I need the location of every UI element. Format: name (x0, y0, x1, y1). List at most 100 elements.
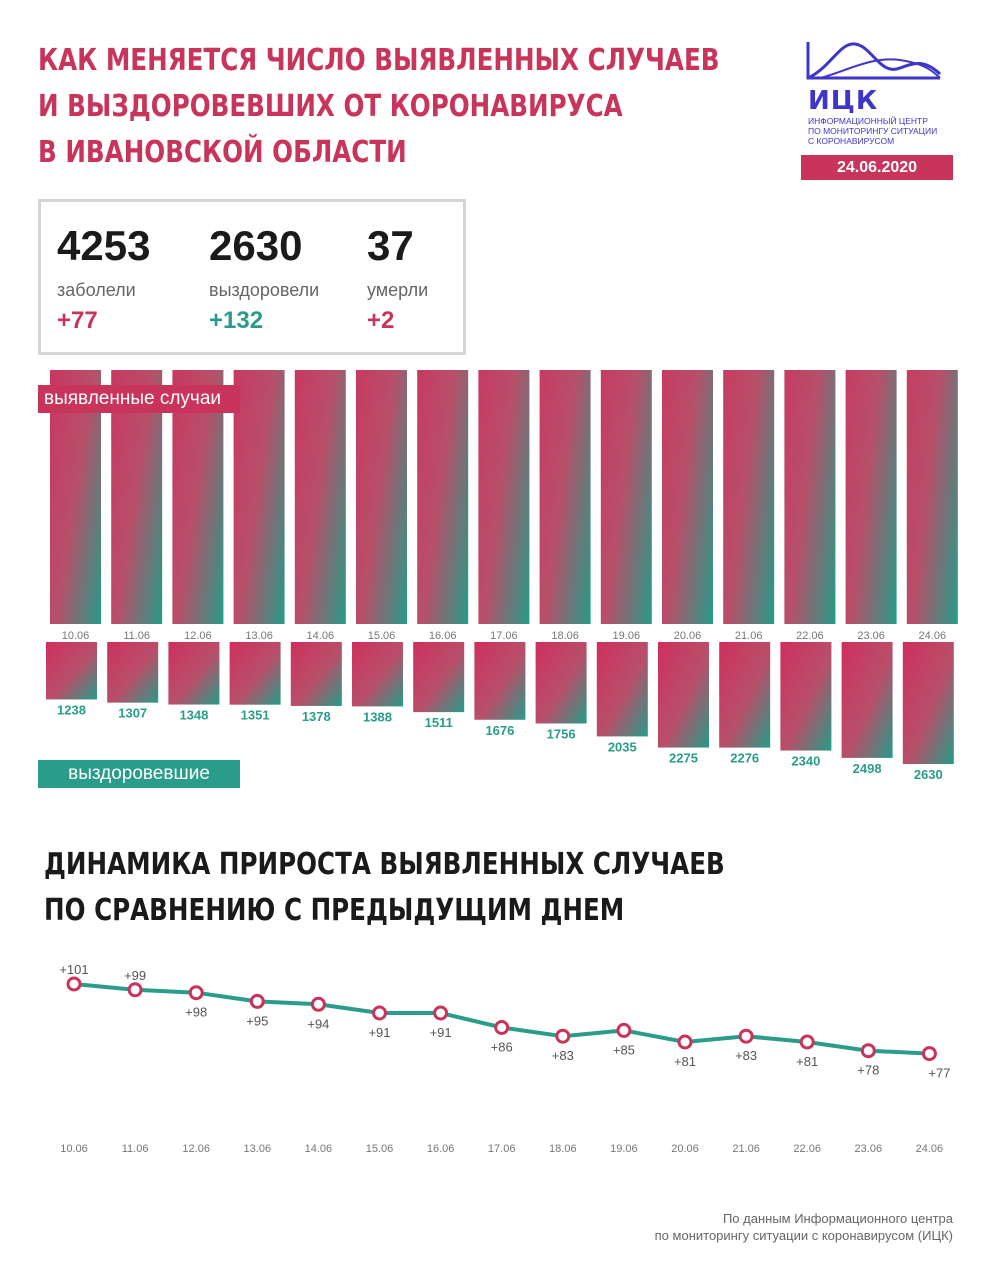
title-line: И ВЫЗДОРОВЕВШИХ ОТ КОРОНАВИРУСА (38, 89, 623, 124)
stat-delta: +132 (209, 307, 264, 334)
growth-point (677, 1034, 693, 1050)
recovered-bar (902, 642, 954, 765)
section-title: ДИНАМИКА ПРИРОСТА ВЫЯВЛЕННЫХ СЛУЧАЕВ ПО … (44, 842, 725, 934)
stat-delta: +2 (367, 307, 395, 334)
date-tick-label: 11.06 (122, 1143, 149, 1155)
source-line: По данным Информационного центра (722, 1211, 953, 1226)
growth-value-label: +86 (491, 1040, 513, 1055)
growth-value-label: +83 (552, 1048, 574, 1063)
growth-value-label: +81 (674, 1054, 696, 1069)
growth-point (555, 1028, 571, 1044)
cases-bar (662, 370, 713, 624)
cases-bar (478, 370, 530, 624)
date-tick-label: 17.06 (488, 1143, 516, 1155)
recovered-bar (168, 642, 220, 705)
growth-value-label: +95 (246, 1013, 268, 1028)
date-tick-label: 20.06 (674, 630, 702, 642)
date-tick-label: 13.06 (245, 630, 273, 642)
date-tick-label: 14.06 (305, 1143, 333, 1155)
recovered-bar (352, 642, 403, 707)
stat-label: заболели (57, 280, 136, 300)
recovered-bar (413, 642, 465, 713)
date-tick-label: 16.06 (429, 630, 457, 642)
stat-label: выздоровели (209, 280, 320, 300)
section-title-line: ПО СРАВНЕНИЮ С ПРЕДЫДУЩИМ ДНЕМ (44, 893, 625, 928)
cases-bar (906, 370, 958, 624)
recovered-value-label: 1388 (363, 709, 392, 724)
stat-deaths: 37 умерли +2 (367, 222, 428, 335)
recovered-value-label: 2630 (914, 767, 943, 782)
date-tick-label: 17.06 (490, 630, 518, 642)
logo-wave-icon (806, 42, 942, 80)
growth-point (799, 1034, 815, 1050)
recovered-bar (841, 642, 893, 758)
growth-value-label: +78 (857, 1063, 879, 1078)
growth-point (921, 1046, 937, 1062)
logo-text-line: Информационный центр (808, 116, 928, 126)
date-tick-label: 23.06 (857, 630, 885, 642)
growth-value-label: +101 (59, 962, 88, 977)
cases-bar (417, 370, 469, 624)
stat-value: 4253 (57, 222, 151, 269)
page-title: КАК МЕНЯЕТСЯ ЧИСЛО ВЫЯВЛЕННЫХ СЛУЧАЕВ И … (38, 38, 720, 176)
growth-point (66, 976, 82, 992)
growth-point (127, 982, 143, 998)
growth-value-label: +94 (307, 1016, 329, 1031)
cases-bar (539, 370, 591, 624)
stats-box: 4253 заболели +77 2630 выздоровели +132 … (38, 199, 466, 355)
cases-bar (784, 370, 836, 624)
daily-growth-line-chart: +101 10.06 +99 11.06 +98 12.06 +95 13.06 +94 14.0… (59, 962, 950, 1155)
growth-point (433, 1005, 449, 1021)
date-tick-label: 12.06 (184, 630, 212, 642)
growth-value-label: +77 (928, 1066, 950, 1081)
recovered-bar (780, 642, 832, 751)
recovered-value-label: 2498 (853, 761, 882, 776)
date-badge: 24.06.2020 (801, 155, 953, 180)
recovered-tag: выздоровевшие (38, 760, 240, 788)
date-tick-label: 22.06 (796, 630, 824, 642)
title-line: В ИВАНОВСКОЙ ОБЛАСТИ (38, 135, 407, 170)
growth-point (188, 985, 204, 1001)
recovered-value-label: 1676 (485, 723, 514, 738)
cases-bar (356, 370, 407, 625)
cases-bar (845, 370, 897, 624)
date-tick-label: 14.06 (307, 630, 335, 642)
logo: ИЦК Информационный центр по мониторингу … (800, 38, 960, 146)
date-tick-label: 23.06 (855, 1143, 883, 1155)
cases-bar (600, 370, 652, 624)
growth-value-label: +91 (368, 1025, 390, 1040)
recovered-bar (107, 642, 159, 703)
stat-value: 2630 (209, 222, 303, 269)
stat-recovered: 2630 выздоровели +132 (209, 222, 319, 335)
recovered-bar (596, 642, 648, 737)
date-tick-label: 16.06 (427, 1143, 455, 1155)
date-tick-label: 22.06 (793, 1143, 821, 1155)
date-tick-label: 19.06 (610, 1143, 638, 1155)
stat-label: умерли (367, 280, 429, 300)
date-tick-label: 24.06 (919, 630, 947, 642)
recovered-value-label: 2035 (608, 739, 637, 754)
date-tick-label: 10.06 (60, 1143, 88, 1155)
logo-text-line: по мониторингу ситуации (808, 126, 938, 136)
growth-point (249, 993, 265, 1009)
date-tick-label: 12.06 (182, 1143, 210, 1155)
recovered-value-label: 1378 (302, 709, 331, 724)
recovered-value-label: 2275 (669, 751, 698, 766)
title-line: КАК МЕНЯЕТСЯ ЧИСЛО ВЫЯВЛЕННЫХ СЛУЧАЕВ (38, 43, 720, 78)
cases-tag: выявленные случаи (38, 385, 240, 413)
growth-value-label: +85 (613, 1042, 635, 1057)
recovered-bar (290, 642, 342, 706)
source-line: по мониторингу ситуации с коронавирусом … (654, 1228, 953, 1243)
logo-text: Информационный центр по мониторингу ситу… (808, 116, 958, 146)
stat-cases: 4253 заболели +77 (57, 222, 150, 335)
stat-value: 37 (367, 222, 414, 269)
logo-text-line: с коронавирусом (808, 136, 895, 146)
date-tick-label: 19.06 (613, 630, 641, 642)
recovered-bar (46, 642, 97, 700)
growth-point (616, 1022, 632, 1038)
source-note: По данным Информационного центра по мони… (655, 1210, 953, 1244)
stat-delta: +77 (57, 307, 98, 334)
recovered-value-label: 1348 (179, 708, 208, 723)
growth-value-label: +83 (735, 1048, 757, 1063)
date-tick-label: 21.06 (732, 1143, 760, 1155)
